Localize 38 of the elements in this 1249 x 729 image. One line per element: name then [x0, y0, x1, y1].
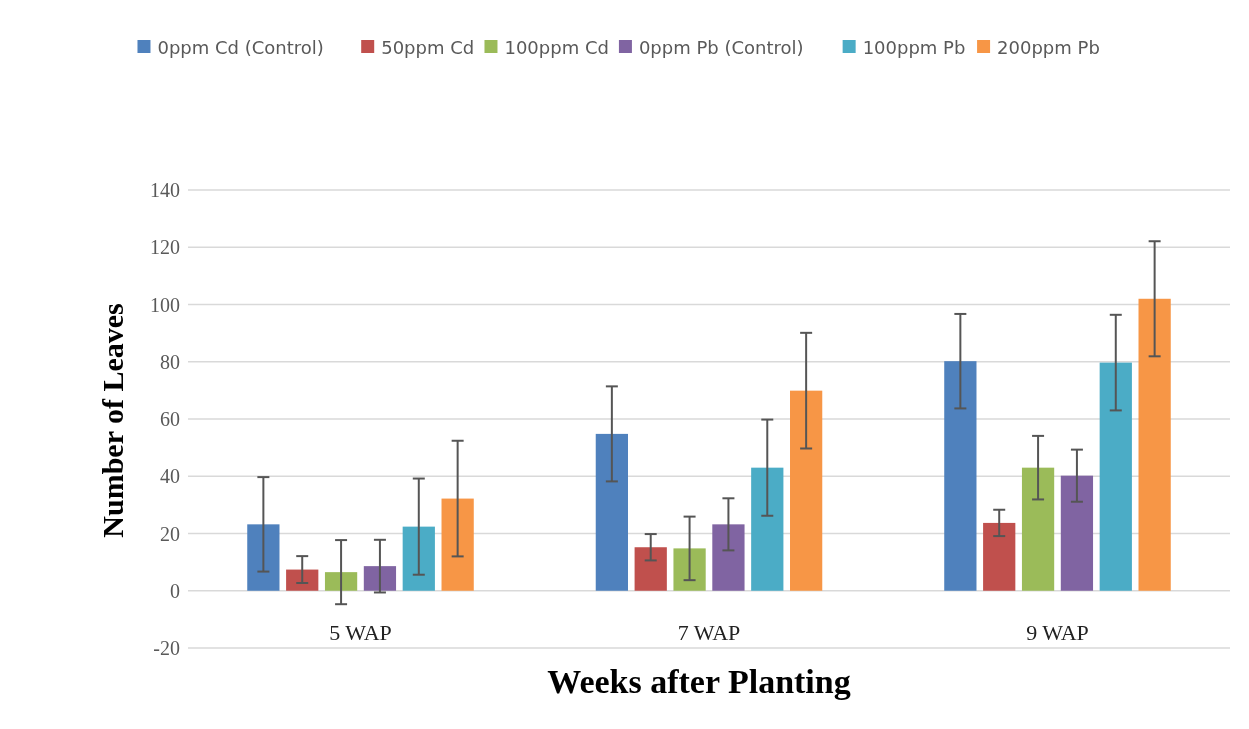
bar — [1060, 475, 1094, 591]
x-tick-label: 9 WAP — [1026, 620, 1089, 645]
x-tick-label: 5 WAP — [329, 620, 392, 645]
y-tick-label: 80 — [160, 350, 180, 373]
y-axis-title: Number of Leaves — [96, 303, 129, 538]
bar — [595, 433, 628, 591]
legend-label: 50ppm Cd — [381, 37, 475, 59]
legend-label: 100ppm Cd — [504, 37, 609, 59]
y-tick-label: 100 — [150, 293, 180, 316]
bar — [790, 390, 823, 591]
y-tick-label: -20 — [153, 637, 180, 659]
y-tick-label: 60 — [160, 408, 180, 430]
y-tick-label: 140 — [150, 179, 180, 201]
bar — [983, 522, 1016, 591]
bar — [247, 524, 280, 591]
y-tick-label: 0 — [170, 579, 180, 602]
bar — [1099, 362, 1132, 591]
bar — [634, 547, 667, 591]
bar — [441, 498, 474, 591]
bar — [363, 566, 397, 591]
bar — [1138, 298, 1171, 591]
x-axis-title: Weeks after Planting — [547, 663, 851, 700]
bar — [286, 569, 319, 591]
bar — [944, 361, 977, 591]
legend-label: 0ppm Pb (Control) — [638, 37, 804, 59]
bar — [712, 524, 745, 591]
legend-label: 100ppm Pb — [862, 37, 966, 59]
y-tick-label: 20 — [160, 522, 180, 545]
bar — [751, 467, 784, 591]
bar — [324, 572, 358, 591]
bar — [402, 526, 435, 591]
legend-label: 200ppm Pb — [997, 37, 1100, 59]
legend-label: 0ppm Cd (Control) — [157, 37, 324, 59]
bar — [1021, 467, 1055, 591]
x-tick-label: 7 WAP — [677, 620, 741, 645]
y-tick-label: 120 — [150, 236, 180, 259]
y-tick-label: 40 — [160, 465, 180, 488]
bar — [673, 548, 706, 591]
